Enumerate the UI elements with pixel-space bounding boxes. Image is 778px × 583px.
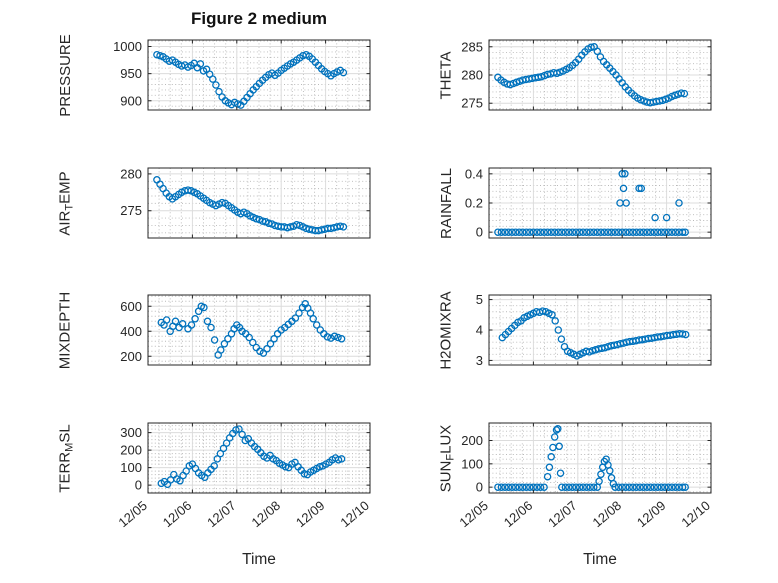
label-pre: AIR bbox=[56, 210, 74, 236]
svg-text:100: 100 bbox=[461, 456, 483, 471]
svg-text:12/07: 12/07 bbox=[204, 498, 239, 530]
svg-text:0: 0 bbox=[135, 478, 142, 493]
svg-text:0: 0 bbox=[476, 225, 483, 240]
label-post: EMP bbox=[56, 170, 74, 204]
ylabel-terrmsl-text: TERRMSL bbox=[57, 424, 76, 492]
pressure-subplot: 900 950 1000 bbox=[113, 39, 371, 111]
svg-text:12/10: 12/10 bbox=[337, 498, 372, 530]
svg-text:12/08: 12/08 bbox=[590, 498, 625, 530]
svg-text:0.2: 0.2 bbox=[465, 196, 483, 211]
ylabel-airtemp: AIRTEMP bbox=[55, 163, 77, 243]
svg-text:280: 280 bbox=[120, 166, 142, 181]
label-sub: M bbox=[63, 442, 76, 452]
svg-text:600: 600 bbox=[120, 299, 142, 314]
ylabel-mixdepth-text: MIXDEPTH bbox=[57, 291, 76, 369]
sunflux-subplot: 0 100 200 12/05 12/06 12/07 12/08 12/09 12/10 bbox=[456, 422, 713, 530]
theta-subplot: 275 280 285 bbox=[461, 39, 712, 111]
svg-text:275: 275 bbox=[461, 96, 483, 111]
label-sub: T bbox=[63, 203, 76, 211]
xlabel-time-right: Time bbox=[583, 551, 617, 568]
label-pre: PRESSURE bbox=[56, 33, 74, 117]
svg-text:12/08: 12/08 bbox=[249, 498, 284, 530]
h2omixra-subplot: 3 4 5 bbox=[476, 292, 712, 368]
svg-text:4: 4 bbox=[476, 323, 483, 338]
svg-text:12/07: 12/07 bbox=[545, 498, 580, 530]
svg-text:12/05: 12/05 bbox=[115, 498, 150, 530]
airtemp-subplot: 275 280 bbox=[120, 166, 371, 239]
svg-text:12/10: 12/10 bbox=[678, 498, 713, 530]
svg-text:1000: 1000 bbox=[113, 39, 142, 54]
ylabel-airtemp-text: AIRTEMP bbox=[57, 171, 76, 235]
svg-text:12/06: 12/06 bbox=[501, 498, 536, 530]
mixdepth-subplot: 200 400 600 bbox=[120, 294, 371, 366]
svg-text:285: 285 bbox=[461, 39, 483, 54]
svg-text:0: 0 bbox=[476, 480, 483, 495]
svg-text:12/05: 12/05 bbox=[456, 498, 491, 530]
svg-text:12/09: 12/09 bbox=[634, 498, 669, 530]
svg-text:200: 200 bbox=[120, 349, 142, 364]
svg-text:3: 3 bbox=[476, 353, 483, 368]
figure-title: Figure 2 medium bbox=[190, 9, 328, 28]
svg-text:200: 200 bbox=[461, 433, 483, 448]
svg-text:12/06: 12/06 bbox=[160, 498, 195, 530]
xlabel-time-left: Time bbox=[242, 551, 276, 568]
svg-text:950: 950 bbox=[120, 66, 142, 81]
svg-text:0.4: 0.4 bbox=[465, 166, 483, 181]
svg-text:12/09: 12/09 bbox=[293, 498, 328, 530]
label-pre: MIXDEPTH bbox=[56, 291, 74, 369]
svg-text:300: 300 bbox=[120, 425, 142, 440]
label-pre: TERR bbox=[56, 451, 74, 493]
svg-text:900: 900 bbox=[120, 93, 142, 108]
svg-text:5: 5 bbox=[476, 292, 483, 307]
terrmsl-subplot: 0 100 200 300 12/05 12/06 12/07 12/08 12/09 12/10 bbox=[115, 422, 372, 530]
svg-text:100: 100 bbox=[120, 460, 142, 475]
svg-text:400: 400 bbox=[120, 324, 142, 339]
rainfall-subplot: 0 0.2 0.4 bbox=[465, 166, 712, 240]
ylabel-terrmsl: TERRMSL bbox=[55, 418, 77, 498]
svg-text:275: 275 bbox=[120, 203, 142, 218]
ylabel-pressure-text: PRESSURE bbox=[57, 34, 76, 117]
ylabel-pressure: PRESSURE bbox=[55, 34, 77, 117]
ylabel-mixdepth: MIXDEPTH bbox=[55, 290, 77, 370]
svg-text:280: 280 bbox=[461, 68, 483, 83]
svg-text:200: 200 bbox=[120, 443, 142, 458]
label-post: SL bbox=[56, 423, 74, 443]
